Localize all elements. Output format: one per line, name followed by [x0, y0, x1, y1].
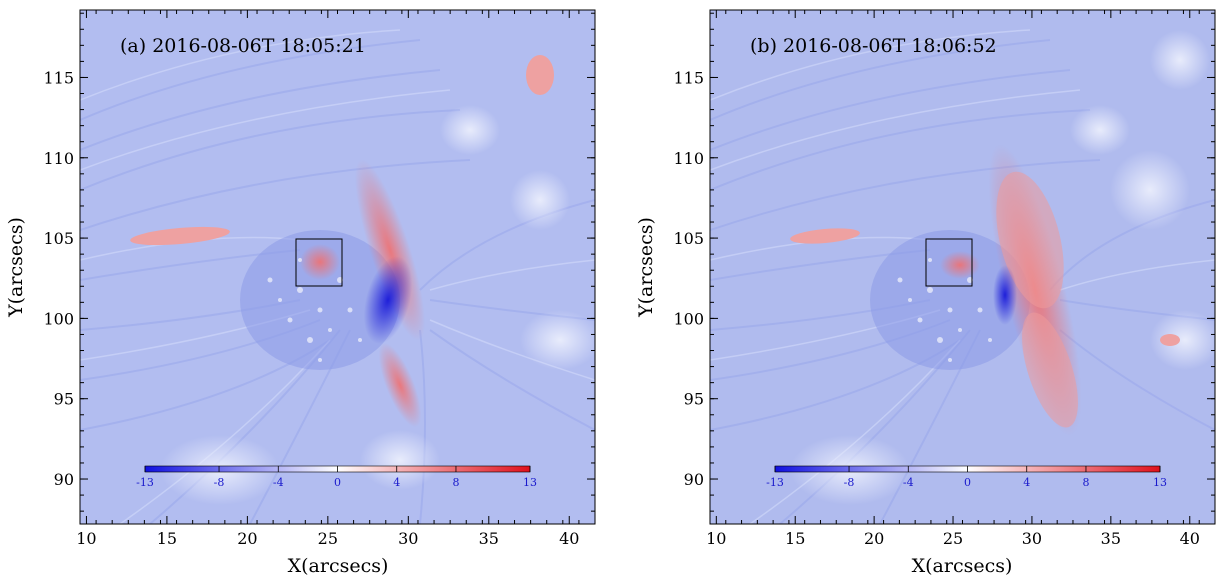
- colorbar-tick-label: -8: [214, 476, 225, 489]
- y-tick-label: 90: [684, 470, 704, 489]
- x-axis-label-a: X(arcsecs): [288, 555, 389, 577]
- x-tick-label: 20: [237, 529, 257, 548]
- colorbar-tick-label: 0: [334, 476, 341, 489]
- map-image-a: [80, 10, 595, 524]
- plot-frame-a: [79, 9, 596, 525]
- x-tick-label: 10: [706, 529, 726, 548]
- y-tick-label: 115: [43, 68, 74, 87]
- x-tick-label: 35: [1101, 529, 1121, 548]
- x-tick-label: 25: [318, 529, 338, 548]
- colorbar-tick-label: -4: [273, 476, 284, 489]
- y-tick-label: 115: [673, 68, 704, 87]
- y-tick-label: 95: [54, 390, 74, 409]
- x-tick-label: 35: [479, 529, 499, 548]
- plot-frame-b: [709, 9, 1216, 525]
- y-tick-label: 100: [43, 309, 74, 328]
- y-axis-label-a: Y(arcsecs): [5, 217, 27, 318]
- panel-title-a: (a) 2016-08-06T 18:05:21: [120, 35, 366, 57]
- colorbar-tick-label: 13: [1153, 476, 1167, 489]
- x-tick-label: 25: [943, 529, 963, 548]
- y-tick-label: 100: [673, 309, 704, 328]
- x-tick-label: 30: [1022, 529, 1042, 548]
- y-tick-label: 110: [43, 149, 74, 168]
- colorbar-tick-label: 8: [452, 476, 459, 489]
- map-image-b: [710, 10, 1215, 524]
- colorbar-tick-label: 13: [523, 476, 537, 489]
- roi-box-a: [295, 238, 343, 287]
- x-tick-label: 10: [76, 529, 96, 548]
- x-tick-label: 20: [864, 529, 884, 548]
- x-axis-label-b: X(arcsecs): [912, 555, 1013, 577]
- y-tick-label: 110: [673, 149, 704, 168]
- x-tick-label: 15: [785, 529, 805, 548]
- y-axis-label-b: Y(arcsecs): [635, 217, 657, 318]
- y-tick-label: 105: [673, 229, 704, 248]
- colorbar-tick-label: 4: [393, 476, 400, 489]
- colorbar-tick-label: 4: [1023, 476, 1030, 489]
- y-tick-label: 105: [43, 229, 74, 248]
- colorbar-tick-label: -13: [136, 476, 154, 489]
- x-tick-label: 30: [398, 529, 418, 548]
- y-tick-label: 95: [684, 390, 704, 409]
- panel-title-b: (b) 2016-08-06T 18:06:52: [750, 35, 997, 57]
- colorbar-tick-label: 0: [964, 476, 971, 489]
- colorbar-tick-label: -13: [766, 476, 784, 489]
- x-tick-label: 40: [559, 529, 579, 548]
- roi-box-b: [925, 238, 973, 287]
- y-tick-label: 90: [54, 470, 74, 489]
- x-tick-label: 40: [1180, 529, 1200, 548]
- colorbar-tick-label: -8: [844, 476, 855, 489]
- colorbar-tick-label: 8: [1082, 476, 1089, 489]
- colorbar-tick-label: -4: [903, 476, 914, 489]
- colorbar-b: [774, 465, 1161, 473]
- colorbar-a: [144, 465, 531, 473]
- x-tick-label: 15: [157, 529, 177, 548]
